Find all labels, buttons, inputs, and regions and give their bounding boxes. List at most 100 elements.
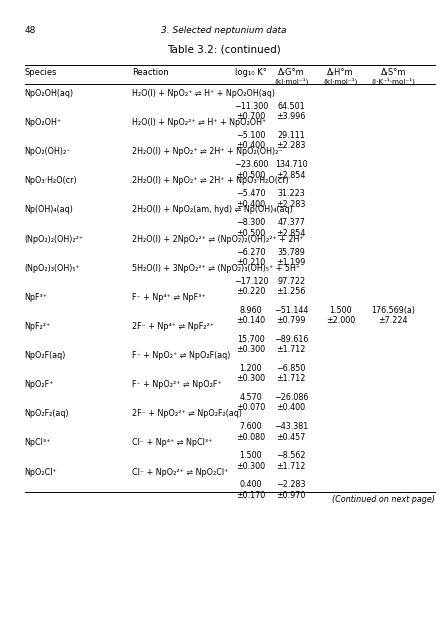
Text: NpF³⁺: NpF³⁺	[25, 292, 47, 302]
Text: ±2.283: ±2.283	[276, 200, 306, 209]
Text: F⁻ + NpO₂⁺ ⇌ NpO₂F(aq): F⁻ + NpO₂⁺ ⇌ NpO₂F(aq)	[132, 351, 231, 360]
Text: ±7.224: ±7.224	[379, 316, 408, 325]
Text: 134.710: 134.710	[275, 160, 307, 169]
Text: NpO₂(OH)₂⁻: NpO₂(OH)₂⁻	[25, 147, 71, 156]
Text: Table 3.2: (continued): Table 3.2: (continued)	[167, 45, 281, 55]
Text: ±0.799: ±0.799	[276, 316, 306, 325]
Text: 1.500: 1.500	[329, 306, 352, 315]
Text: 2H₂O(l) + 2NpO₂²⁺ ⇌ (NpO₂)₂(OH)₂²⁺ + 2H⁺: 2H₂O(l) + 2NpO₂²⁺ ⇌ (NpO₂)₂(OH)₂²⁺ + 2H⁺	[132, 234, 304, 244]
Text: NpO₂OH(aq): NpO₂OH(aq)	[25, 89, 74, 98]
Text: 2H₂O(l) + NpO₂⁺ ⇌ 2H⁺ + NpO₂(OH)₂⁻: 2H₂O(l) + NpO₂⁺ ⇌ 2H⁺ + NpO₂(OH)₂⁻	[132, 147, 283, 156]
Text: Cl⁻ + Np⁴⁺ ⇌ NpCl³⁺: Cl⁻ + Np⁴⁺ ⇌ NpCl³⁺	[132, 438, 212, 447]
Text: ±0.970: ±0.970	[276, 491, 306, 500]
Text: (NpO₂)₂(OH)₂²⁺: (NpO₂)₂(OH)₂²⁺	[25, 234, 84, 244]
Text: −5.100: −5.100	[236, 131, 266, 140]
Text: NpO₂F⁺: NpO₂F⁺	[25, 380, 54, 389]
Text: ±0.400: ±0.400	[236, 141, 266, 150]
Text: log₁₀ K°: log₁₀ K°	[235, 68, 267, 77]
Text: ±1.199: ±1.199	[276, 258, 306, 267]
Text: ±1.712: ±1.712	[276, 461, 306, 471]
Text: NpO₂F(aq): NpO₂F(aq)	[25, 351, 66, 360]
Text: ±0.400: ±0.400	[236, 200, 266, 209]
Text: 64.501: 64.501	[277, 102, 305, 111]
Text: ±2.854: ±2.854	[276, 228, 306, 238]
Text: NpO₂OH⁺: NpO₂OH⁺	[25, 118, 62, 127]
Text: H₂O(l) + NpO₂⁺ ⇌ H⁺ + NpO₂OH(aq): H₂O(l) + NpO₂⁺ ⇌ H⁺ + NpO₂OH(aq)	[132, 89, 275, 98]
Text: ΔᵣH°m: ΔᵣH°m	[327, 68, 354, 77]
Text: ±0.300: ±0.300	[236, 374, 266, 383]
Text: 2H₂O(l) + NpO₂(am, hyd) ⇌ Np(OH)₄(aq): 2H₂O(l) + NpO₂(am, hyd) ⇌ Np(OH)₄(aq)	[132, 205, 293, 214]
Text: (kJ·mol⁻¹): (kJ·mol⁻¹)	[274, 77, 308, 85]
Text: F⁻ + Np⁴⁺ ⇌ NpF³⁺: F⁻ + Np⁴⁺ ⇌ NpF³⁺	[132, 292, 206, 302]
Text: ±0.210: ±0.210	[236, 258, 266, 267]
Text: H₂O(l) + NpO₂²⁺ ⇌ H⁺ + NpO₂OH⁺: H₂O(l) + NpO₂²⁺ ⇌ H⁺ + NpO₂OH⁺	[132, 118, 267, 127]
Text: 3. Selected neptunium data: 3. Selected neptunium data	[161, 26, 287, 35]
Text: (J·K⁻¹·mol⁻¹): (J·K⁻¹·mol⁻¹)	[371, 77, 415, 85]
Text: 2F⁻ + Np⁴⁺ ⇌ NpF₂²⁺: 2F⁻ + Np⁴⁺ ⇌ NpF₂²⁺	[132, 322, 214, 331]
Text: 47.377: 47.377	[277, 218, 305, 227]
Text: Np(OH)₄(aq): Np(OH)₄(aq)	[25, 205, 73, 214]
Text: NpCl³⁺: NpCl³⁺	[25, 438, 51, 447]
Text: ±0.400: ±0.400	[276, 403, 306, 413]
Text: ±0.700: ±0.700	[236, 112, 266, 122]
Text: ±0.080: ±0.080	[236, 433, 266, 442]
Text: 7.600: 7.600	[240, 422, 262, 431]
Text: 1.500: 1.500	[240, 451, 262, 460]
Text: −23.600: −23.600	[234, 160, 268, 169]
Text: ΔᵣG°m: ΔᵣG°m	[278, 68, 305, 77]
Text: 176.569(a): 176.569(a)	[371, 306, 415, 315]
Text: ±0.070: ±0.070	[236, 403, 266, 413]
Text: −26.086: −26.086	[274, 393, 308, 402]
Text: ±0.220: ±0.220	[236, 287, 266, 296]
Text: (Continued on next page): (Continued on next page)	[332, 495, 435, 504]
Text: 2H₂O(l) + NpO₂⁺ ⇌ 2H⁺ + NpO₃·H₂O(cr): 2H₂O(l) + NpO₂⁺ ⇌ 2H⁺ + NpO₃·H₂O(cr)	[132, 176, 289, 186]
Text: NpO₂F₂(aq): NpO₂F₂(aq)	[25, 409, 69, 419]
Text: 15.700: 15.700	[237, 335, 265, 344]
Text: ±3.996: ±3.996	[276, 112, 306, 122]
Text: −6.270: −6.270	[236, 248, 266, 257]
Text: 1.200: 1.200	[240, 364, 262, 373]
Text: −89.616: −89.616	[274, 335, 308, 344]
Text: NpO₃·H₂O(cr): NpO₃·H₂O(cr)	[25, 176, 77, 186]
Text: −17.120: −17.120	[233, 276, 268, 285]
Text: ±0.140: ±0.140	[236, 316, 266, 325]
Text: ±0.500: ±0.500	[236, 228, 266, 238]
Text: ±1.712: ±1.712	[276, 374, 306, 383]
Text: ±2.000: ±2.000	[326, 316, 355, 325]
Text: −8.562: −8.562	[276, 451, 306, 460]
Text: ±0.457: ±0.457	[276, 433, 306, 442]
Text: NpO₂Cl⁺: NpO₂Cl⁺	[25, 467, 57, 477]
Text: ±2.854: ±2.854	[276, 170, 306, 180]
Text: 5H₂O(l) + 3NpO₂²⁺ ⇌ (NpO₂)₃(OH)₅⁺ + 5H⁺: 5H₂O(l) + 3NpO₂²⁺ ⇌ (NpO₂)₃(OH)₅⁺ + 5H⁺	[132, 264, 300, 273]
Text: F⁻ + NpO₂²⁺ ⇌ NpO₂F⁺: F⁻ + NpO₂²⁺ ⇌ NpO₂F⁺	[132, 380, 222, 389]
Text: −2.283: −2.283	[276, 481, 306, 490]
Text: 48: 48	[25, 26, 36, 35]
Text: (NpO₂)₃(OH)₅⁺: (NpO₂)₃(OH)₅⁺	[25, 264, 80, 273]
Text: ±1.712: ±1.712	[276, 345, 306, 355]
Text: ±0.300: ±0.300	[236, 461, 266, 471]
Text: ±0.170: ±0.170	[236, 491, 266, 500]
Text: −51.144: −51.144	[274, 306, 308, 315]
Text: 97.722: 97.722	[277, 276, 305, 285]
Text: Species: Species	[25, 68, 57, 77]
Text: −8.300: −8.300	[236, 218, 266, 227]
Text: −5.470: −5.470	[236, 189, 266, 198]
Text: 2F⁻ + NpO₂²⁺ ⇌ NpO₂F₂(aq): 2F⁻ + NpO₂²⁺ ⇌ NpO₂F₂(aq)	[132, 409, 242, 419]
Text: 31.223: 31.223	[277, 189, 305, 198]
Text: 29.111: 29.111	[277, 131, 305, 140]
Text: ±0.500: ±0.500	[236, 170, 266, 180]
Text: ±1.256: ±1.256	[276, 287, 306, 296]
Text: 35.789: 35.789	[277, 248, 305, 257]
Text: ±2.283: ±2.283	[276, 141, 306, 150]
Text: −43.381: −43.381	[274, 422, 308, 431]
Text: 0.400: 0.400	[240, 481, 262, 490]
Text: ΔᵣS°m: ΔᵣS°m	[381, 68, 406, 77]
Text: ±0.300: ±0.300	[236, 345, 266, 355]
Text: 4.570: 4.570	[240, 393, 262, 402]
Text: 8.960: 8.960	[240, 306, 262, 315]
Text: NpF₂²⁺: NpF₂²⁺	[25, 322, 51, 331]
Text: −6.850: −6.850	[276, 364, 306, 373]
Text: −11.300: −11.300	[234, 102, 268, 111]
Text: (kJ·mol⁻¹): (kJ·mol⁻¹)	[323, 77, 358, 85]
Text: Reaction: Reaction	[132, 68, 169, 77]
